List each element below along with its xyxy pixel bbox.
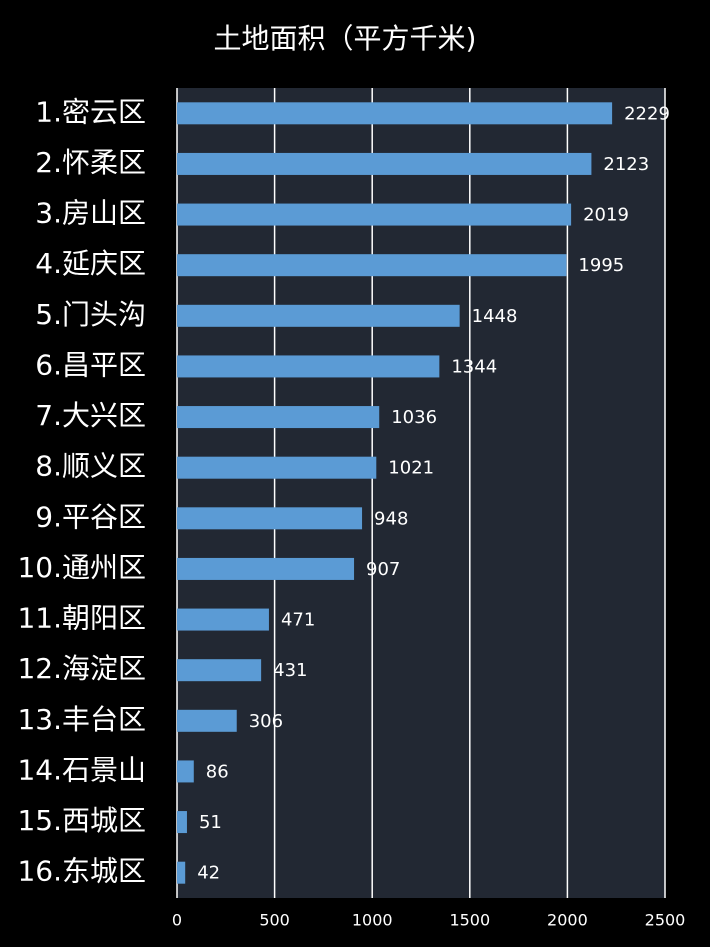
bar (177, 203, 572, 226)
x-tick-label: 1500 (449, 911, 490, 930)
value-label: 431 (273, 660, 307, 681)
y-tick-label: 1.密云区 (35, 95, 146, 128)
value-label: 2019 (583, 205, 629, 226)
value-label: 907 (366, 559, 400, 580)
value-label: 1344 (451, 356, 497, 377)
y-tick-label: 8.顺义区 (35, 450, 146, 483)
y-tick-label: 12.海淀区 (17, 652, 146, 685)
bar (177, 456, 377, 479)
bar (177, 861, 186, 884)
value-label: 471 (281, 610, 315, 631)
bar (177, 102, 613, 125)
y-tick-label: 2.怀柔区 (35, 146, 146, 179)
bar (177, 659, 262, 682)
bar (177, 811, 187, 834)
value-label: 1021 (388, 458, 434, 479)
value-label: 2229 (624, 103, 670, 124)
value-label: 1995 (578, 255, 624, 276)
bar (177, 507, 363, 530)
value-label: 42 (197, 863, 220, 884)
value-label: 948 (374, 508, 408, 529)
y-tick-label: 10.通州区 (17, 551, 146, 584)
y-tick-label: 9.平谷区 (35, 500, 146, 533)
bar (177, 152, 592, 175)
x-tick-label: 1000 (352, 911, 393, 930)
y-tick-label: 15.西城区 (17, 804, 146, 837)
y-tick-label: 14.石景山 (17, 753, 146, 786)
value-label: 2123 (603, 154, 649, 175)
y-tick-label: 3.房山区 (35, 197, 146, 230)
x-tick-label: 2500 (645, 911, 686, 930)
y-tick-label: 6.昌平区 (35, 348, 146, 381)
y-tick-label: 7.大兴区 (35, 399, 146, 432)
y-tick-label: 11.朝阳区 (17, 602, 146, 635)
value-label: 51 (199, 812, 222, 833)
value-label: 306 (249, 711, 283, 732)
value-label: 86 (206, 761, 229, 782)
y-tick-label: 13.丰台区 (17, 703, 146, 736)
bar (177, 760, 194, 783)
bar (177, 406, 380, 429)
bar (177, 709, 237, 732)
bar (177, 355, 440, 378)
x-tick-label: 500 (259, 911, 290, 930)
bar (177, 304, 460, 327)
chart-title: 土地面积（平方千米) (214, 22, 477, 55)
y-tick-label: 5.门头沟 (35, 298, 146, 331)
bar (177, 557, 355, 580)
value-label: 1036 (391, 407, 437, 428)
x-tick-label: 2000 (547, 911, 588, 930)
y-tick-label: 4.延庆区 (35, 247, 146, 280)
y-tick-label: 16.东城区 (17, 855, 146, 888)
bar (177, 254, 567, 277)
bar (177, 608, 269, 631)
x-tick-label: 0 (172, 911, 182, 930)
value-label: 1448 (472, 306, 518, 327)
